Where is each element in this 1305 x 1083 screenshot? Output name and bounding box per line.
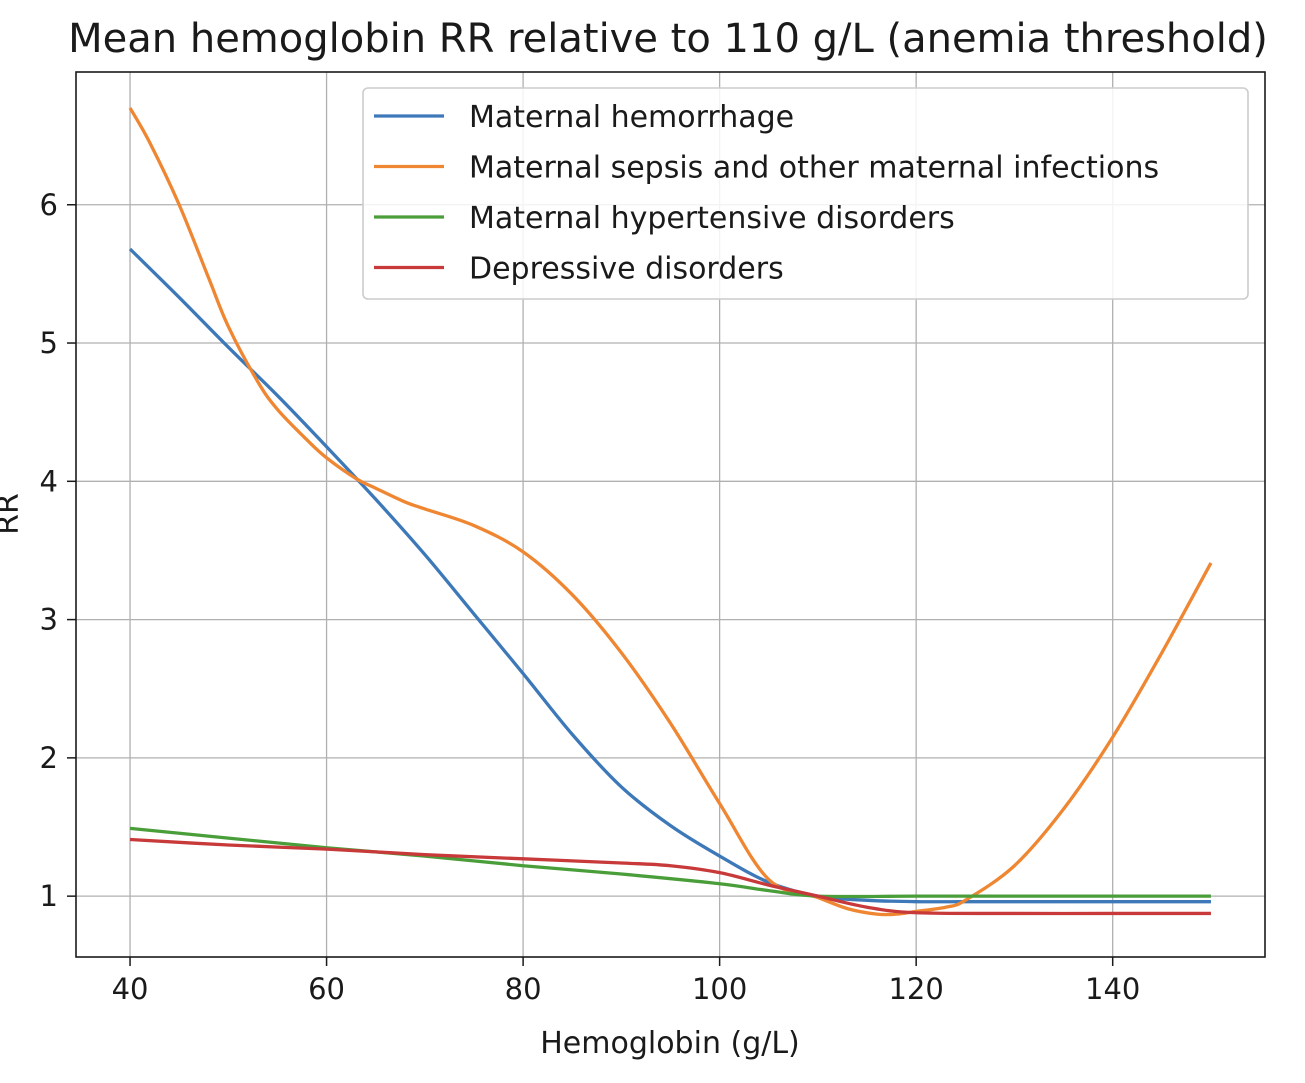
y-tick-label: 4	[40, 464, 58, 498]
x-tick-label: 120	[888, 972, 943, 1006]
x-axis: 40 60 80 100 120 140	[112, 957, 1140, 1006]
legend-label: Maternal sepsis and other maternal infec…	[469, 151, 1159, 186]
legend-label: Depressive disorders	[469, 252, 784, 287]
series-line-3	[129, 826, 1211, 899]
y-tick-label: 2	[40, 741, 58, 775]
y-tick-label: 6	[40, 188, 58, 222]
x-tick-label: 80	[505, 972, 542, 1006]
plot-frame	[75, 71, 1266, 958]
x-tick-label: 100	[692, 972, 747, 1006]
series-line-2	[128, 107, 1213, 917]
y-axis-label: RR	[0, 493, 26, 535]
x-tick-label: 60	[308, 972, 345, 1006]
legend: Maternal hemorrhage Maternal sepsis and o…	[362, 87, 1249, 300]
y-tick-label: 3	[40, 603, 58, 637]
legend-label: Maternal hypertensive disorders	[469, 201, 955, 236]
series-line-1	[128, 247, 1211, 904]
x-axis-label: Hemoglobin (g/L)	[540, 1026, 800, 1061]
y-tick-label: 5	[40, 326, 58, 360]
legend-label: Maternal hemorrhage	[469, 100, 794, 135]
series-lines	[128, 107, 1213, 917]
x-tick-label: 140	[1085, 972, 1140, 1006]
y-tick-label: 1	[40, 879, 58, 913]
y-axis: 1 2 3 4 5 6	[40, 188, 76, 913]
x-tick-label: 40	[112, 972, 149, 1006]
series-line-4	[129, 837, 1211, 916]
legend-box	[362, 87, 1249, 300]
chart-title: Mean hemoglobin RR relative to 110 g/L (…	[68, 16, 1268, 62]
